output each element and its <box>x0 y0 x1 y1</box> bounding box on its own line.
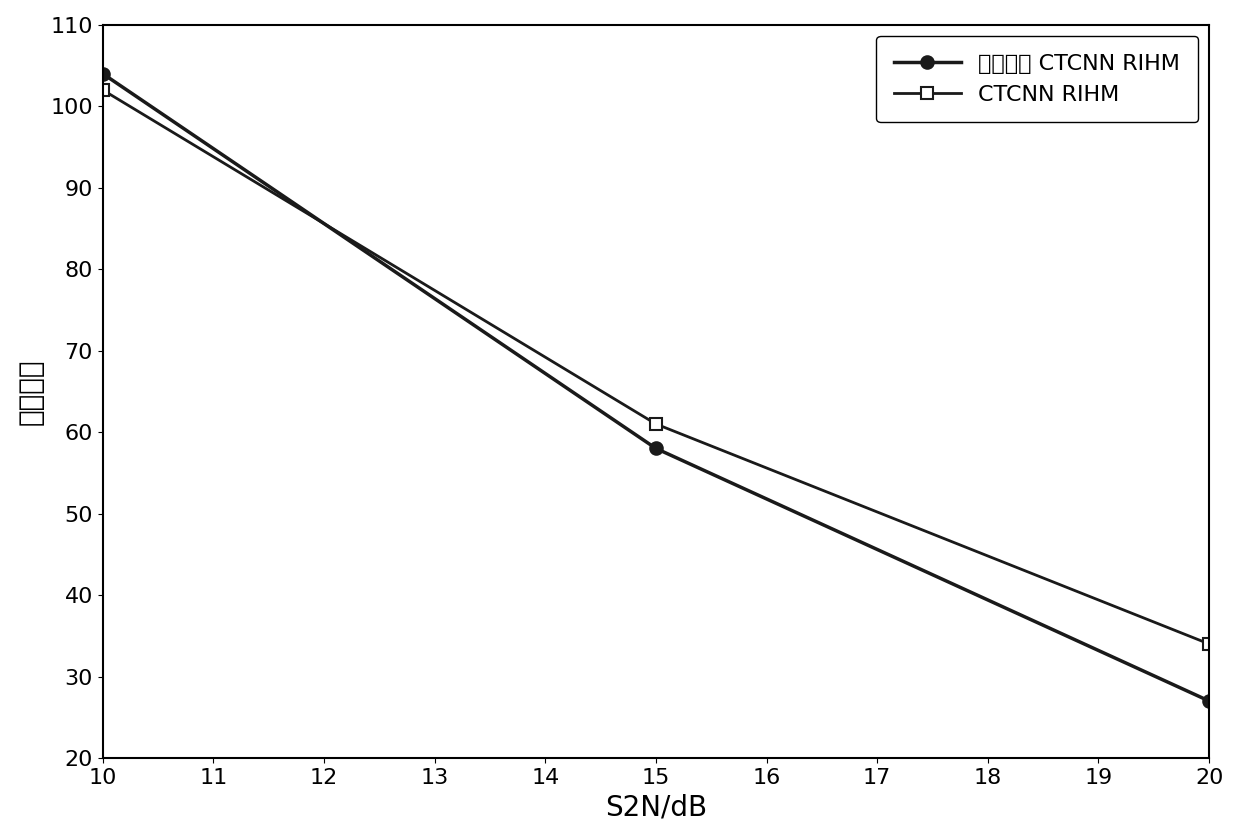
CTCNN RIHM <box>1202 639 1216 649</box>
Line: 分段退火 CTCNN RIHM: 分段退火 CTCNN RIHM <box>97 67 1215 707</box>
Legend: 分段退火 CTCNN RIHM, CTCNN RIHM: 分段退火 CTCNN RIHM, CTCNN RIHM <box>877 36 1198 122</box>
Line: CTCNN RIHM: CTCNN RIHM <box>97 84 1215 650</box>
CTCNN RIHM <box>95 85 110 95</box>
X-axis label: S2N/dB: S2N/dB <box>605 794 707 821</box>
分段退火 CTCNN RIHM <box>95 69 110 79</box>
分段退火 CTCNN RIHM <box>649 443 663 453</box>
分段退火 CTCNN RIHM <box>1202 696 1216 706</box>
CTCNN RIHM <box>649 419 663 429</box>
Y-axis label: 收敛时间: 收敛时间 <box>16 358 45 425</box>
